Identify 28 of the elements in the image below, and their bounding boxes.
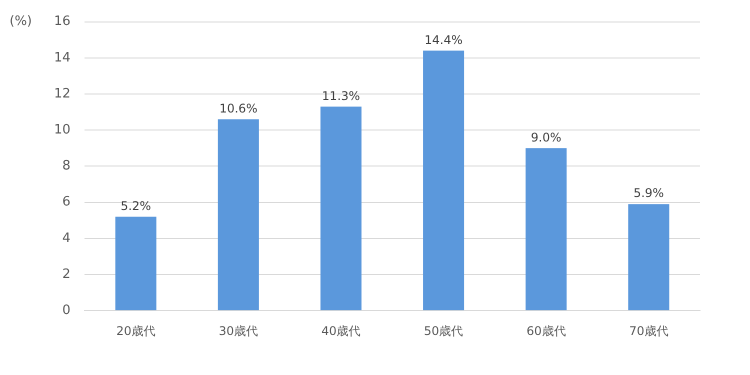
y-tick-label: 0	[62, 302, 71, 318]
y-tick-label: 10	[54, 122, 71, 138]
x-tick-label: 70歳代	[629, 324, 668, 338]
x-tick-label: 40歳代	[321, 324, 361, 338]
data-label: 11.3%	[322, 88, 360, 103]
y-tick-label: 12	[54, 86, 71, 102]
x-tick-label: 20歳代	[116, 324, 156, 338]
bar	[218, 119, 259, 310]
y-axis-title: (%)	[10, 14, 32, 30]
data-label: 10.6%	[219, 101, 258, 116]
data-label: 5.9%	[633, 186, 664, 200]
x-tick-label: 30歳代	[218, 324, 258, 338]
data-label: 14.4%	[424, 32, 463, 47]
x-tick-label: 60歳代	[526, 324, 566, 338]
y-tick-label: 14	[54, 50, 71, 66]
y-tick-label: 6	[62, 194, 71, 210]
bar	[320, 106, 362, 310]
x-tick-label: 50歳代	[424, 324, 464, 338]
y-tick-label: 8	[62, 158, 71, 174]
bar	[115, 216, 156, 310]
data-label: 9.0%	[530, 130, 562, 144]
y-tick-label: 2	[62, 266, 71, 282]
data-label: 5.2%	[120, 198, 152, 213]
y-tick-label: 16	[54, 14, 71, 30]
bar	[423, 50, 464, 310]
y-tick-label: 4	[62, 230, 71, 246]
bar	[526, 148, 567, 310]
bar	[628, 204, 670, 310]
